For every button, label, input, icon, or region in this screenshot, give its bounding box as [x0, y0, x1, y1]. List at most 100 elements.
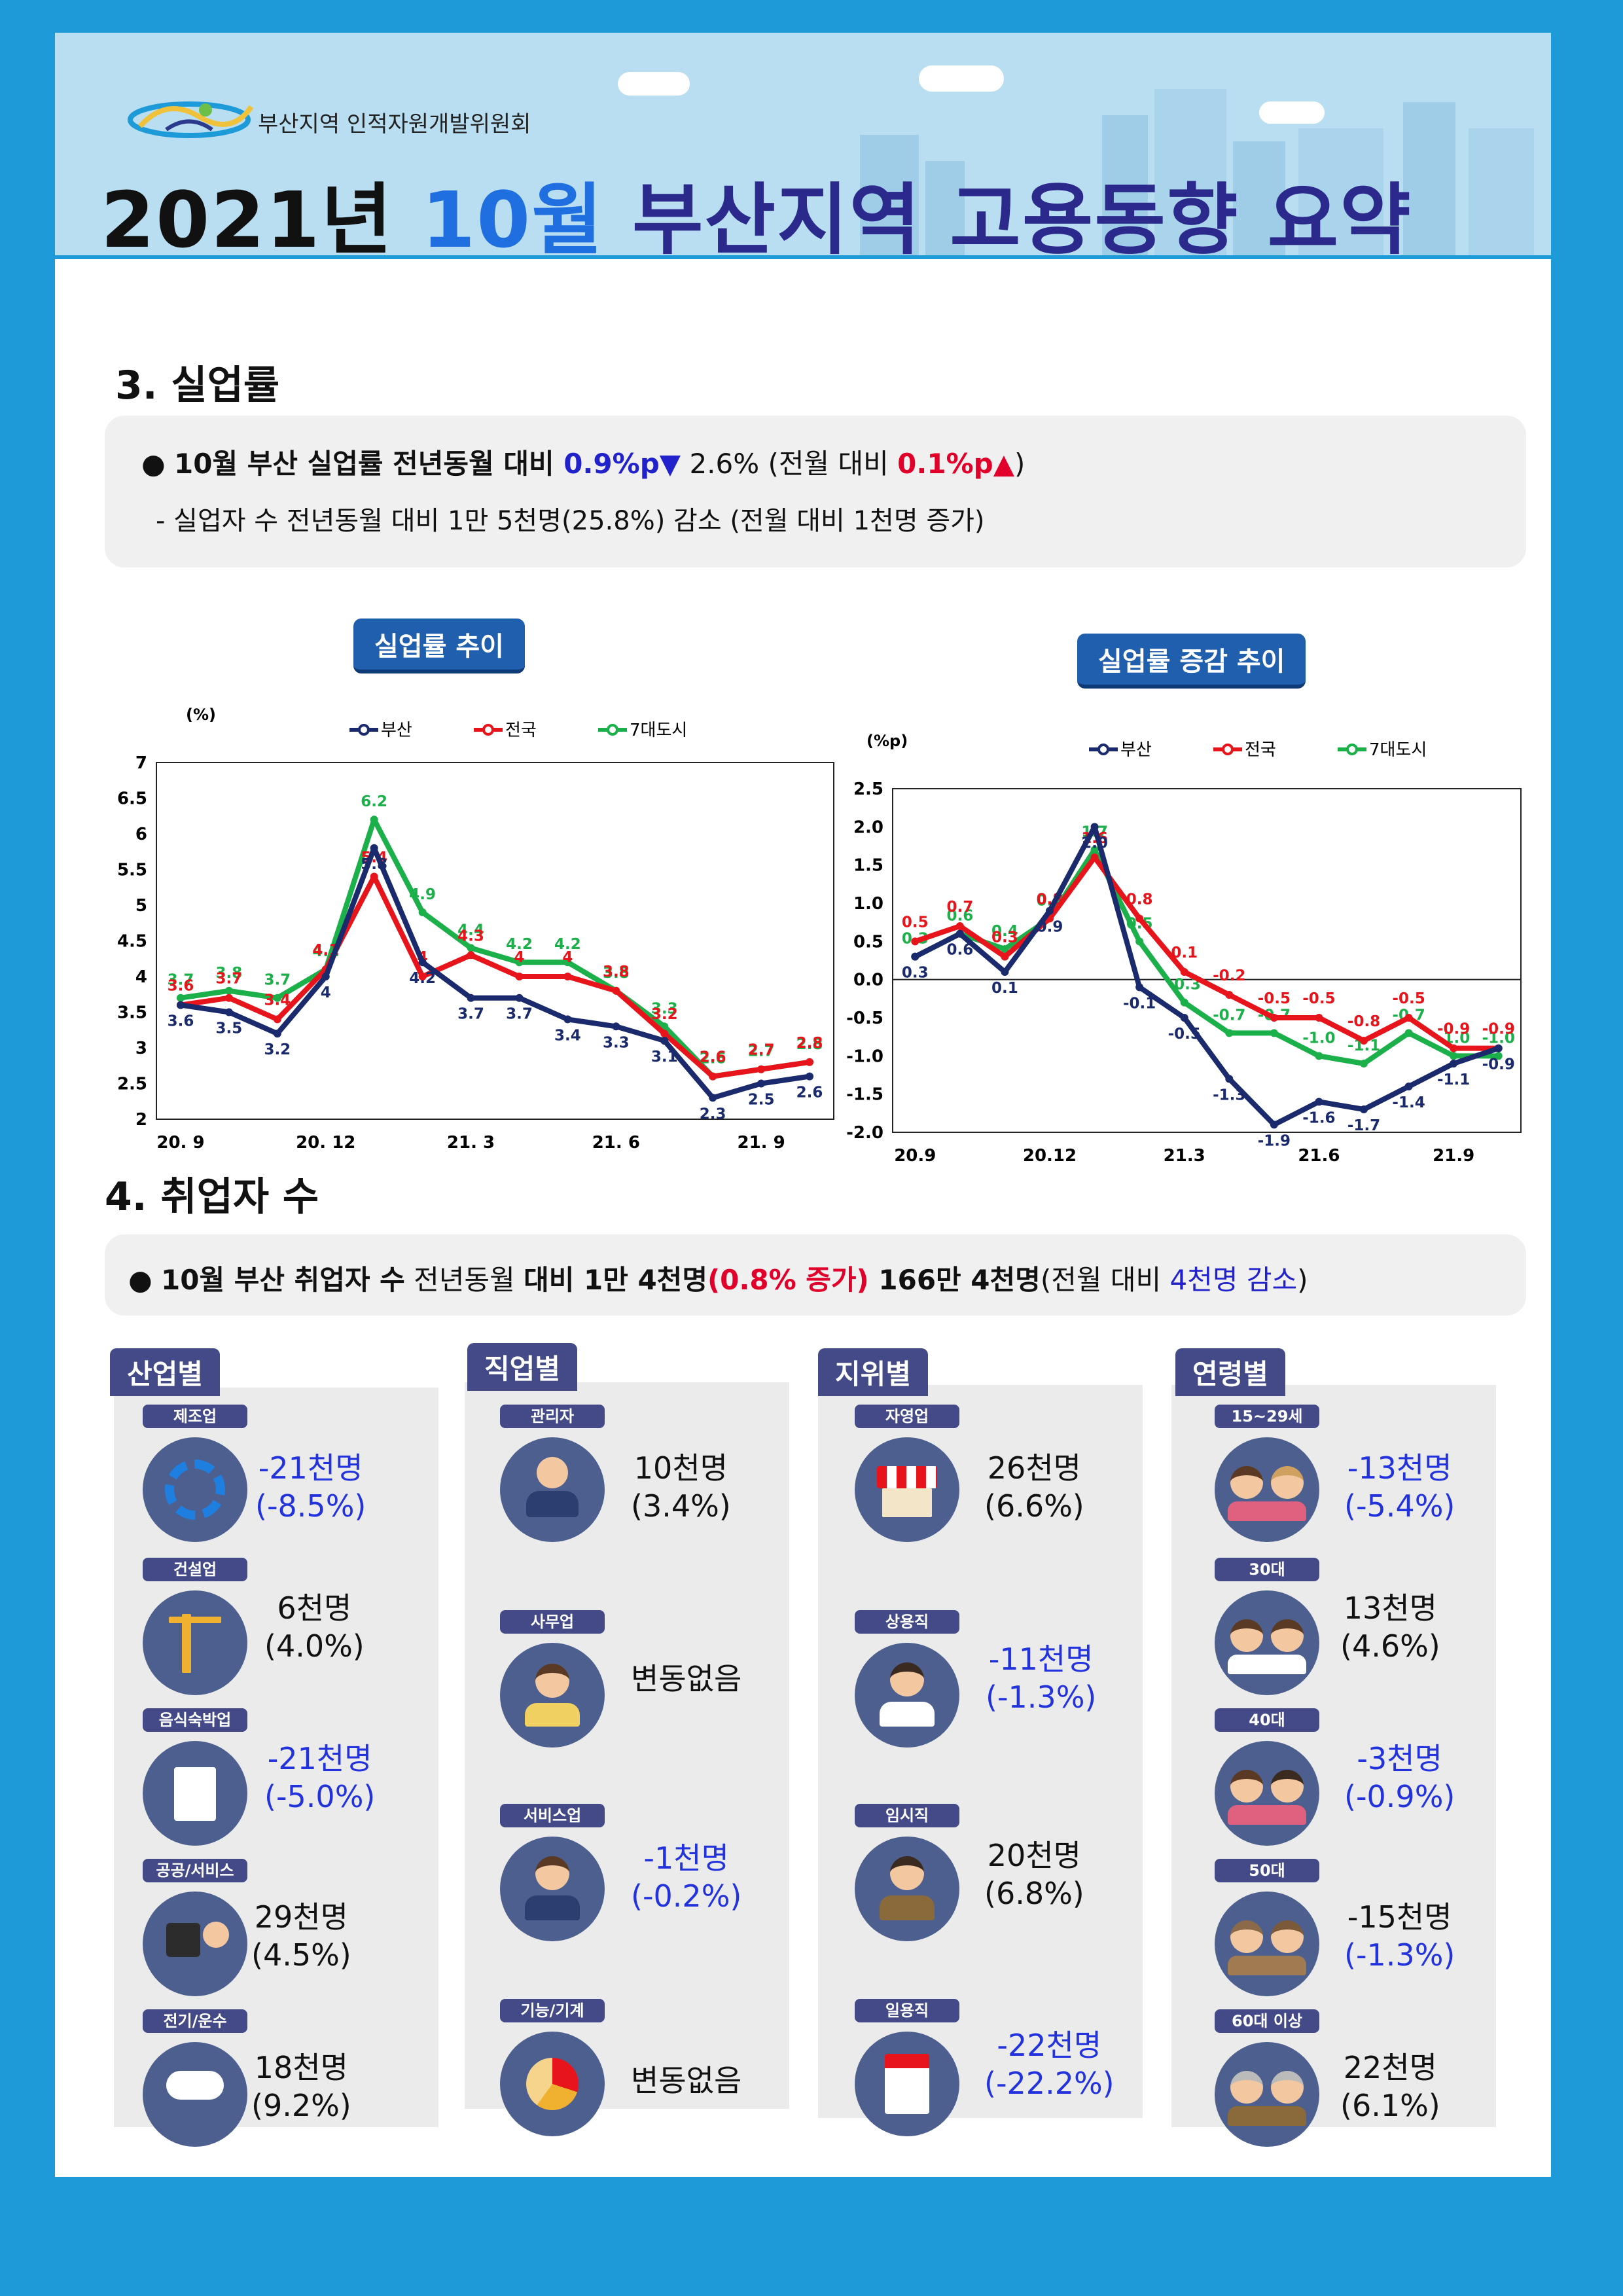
legend-label: 7대도시	[1369, 740, 1427, 760]
data-point	[563, 958, 572, 967]
label-public-service: 공공/서비스	[143, 1859, 247, 1882]
data-point	[1315, 1052, 1323, 1060]
legend-marker	[358, 724, 370, 736]
data-point	[273, 994, 281, 1002]
job-document-icon	[855, 2032, 959, 2136]
data-label: 5.8	[361, 856, 387, 873]
value-construction: 6천명 (4.0%)	[264, 1590, 365, 1664]
data-point	[176, 994, 185, 1002]
data-label: 0.5	[902, 914, 929, 931]
data-label: 3.7	[264, 972, 291, 989]
data-point	[370, 872, 378, 881]
data-label: -0.1	[1123, 995, 1156, 1012]
value-craft-machine: 변동없음	[631, 2063, 742, 2098]
y-tick-label: 6.5	[117, 789, 147, 809]
employment-summary-line: ● 10월 부산 취업자 수 전년동월 대비 1만 4천명(0.8% 증가) 1…	[128, 1264, 1308, 1296]
data-point	[224, 994, 233, 1002]
data-label: 4.2	[506, 936, 533, 953]
data-point	[1450, 1044, 1458, 1052]
data-point	[1180, 1014, 1188, 1022]
series-line	[914, 847, 1499, 1066]
data-label: 3.1	[651, 1049, 678, 1066]
label-electric-transport: 전기/운수	[143, 2009, 247, 2033]
data-label: -0.5	[1258, 990, 1291, 1007]
data-label: -1.0	[1302, 1030, 1335, 1047]
value-age-15-29: -13천명 (-5.4%)	[1344, 1450, 1455, 1524]
data-point	[1315, 1014, 1323, 1022]
data-point	[1270, 1029, 1278, 1037]
x-tick-label: 20. 9	[156, 1133, 204, 1153]
data-label: 2.7	[748, 1043, 775, 1060]
y-tick-label: -1.0	[846, 1047, 883, 1066]
section-4-title: 4. 취업자 수	[105, 1174, 319, 1220]
data-point	[612, 1022, 620, 1031]
legend-marker	[1222, 744, 1234, 755]
legend-label: 7대도시	[630, 721, 687, 740]
legend-marker	[1097, 744, 1109, 755]
service-worker-icon	[500, 1837, 605, 1941]
x-tick-label: 20.9	[894, 1146, 936, 1166]
fifties-couple-icon	[1215, 1892, 1319, 1996]
data-point	[1135, 937, 1144, 946]
unemployment-rate-chart: (%) 2 2.5 3 3.5 4 4.5 5 5.5 6 6.5 7 20. 9 20. 12 21. 3…	[117, 706, 834, 1153]
cloud-network-icon	[143, 2042, 247, 2147]
data-point	[1404, 1029, 1413, 1037]
data-label: 3.8	[603, 963, 630, 980]
y-tick-label: 2.5	[117, 1075, 147, 1094]
building-icon	[143, 1741, 247, 1846]
data-label: -0.9	[1437, 1021, 1470, 1038]
regular-worker-icon	[855, 1643, 959, 1748]
data-label: -0.8	[1347, 1013, 1380, 1030]
data-label: 3.7	[216, 971, 243, 988]
tag-occupation: 직업별	[467, 1343, 577, 1391]
y-tick-label: -0.5	[846, 1009, 883, 1028]
data-label: 3.6	[168, 1013, 194, 1030]
data-point	[467, 994, 475, 1002]
data-point	[1090, 823, 1099, 831]
data-point	[1180, 968, 1188, 976]
data-label: 3.3	[603, 1034, 630, 1051]
data-label: 3.5	[216, 1020, 243, 1037]
series-line	[180, 845, 810, 1101]
x-tick-label: 21. 6	[592, 1133, 640, 1153]
label-daily: 일용직	[855, 1999, 959, 2022]
series-line	[914, 855, 1499, 1051]
y-tick-label: 2.0	[853, 817, 883, 837]
tag-age: 연령별	[1175, 1348, 1285, 1396]
value-food-lodging: -21천명 (-5.0%)	[264, 1741, 376, 1814]
data-label: 3.7	[457, 1006, 484, 1023]
data-point	[955, 929, 964, 938]
shop-icon	[855, 1437, 959, 1542]
data-point	[1494, 1052, 1503, 1060]
data-point	[1404, 1014, 1413, 1022]
data-label: -0.9	[1482, 1056, 1515, 1073]
data-label: 3.8	[603, 965, 630, 982]
data-point	[1404, 1083, 1413, 1090]
value-clerical: 변동없음	[631, 1661, 742, 1696]
data-label: 0.6	[946, 942, 973, 959]
data-label: 0.6	[946, 908, 973, 925]
data-label: 2.6	[700, 1050, 726, 1067]
label-age-60-plus: 60대 이상	[1215, 2009, 1319, 2033]
y-tick-label: 2	[135, 1110, 147, 1130]
plot-area	[156, 762, 834, 1120]
value-age-60-plus: 22천명 (6.1%)	[1340, 2050, 1440, 2123]
x-tick-label: 20. 12	[296, 1133, 355, 1153]
data-point	[955, 922, 964, 930]
y-tick-label: 4	[135, 967, 147, 987]
y-tick-label: 3	[135, 1039, 147, 1058]
y-tick-label: -1.5	[846, 1085, 883, 1105]
y-axis-unit: (%p)	[866, 732, 908, 750]
label-regular: 상용직	[855, 1610, 959, 1634]
x-tick-label: 21.9	[1433, 1146, 1474, 1166]
seniors-couple-icon	[1215, 2042, 1319, 2147]
data-label: 4.9	[409, 886, 436, 903]
data-label: 2.0	[1081, 834, 1108, 852]
data-label: 3.4	[554, 1027, 581, 1044]
legend-marker	[1346, 744, 1358, 755]
data-point	[1360, 1105, 1368, 1113]
y-tick-label: 5.5	[117, 861, 147, 880]
data-label: -0.5	[1302, 990, 1335, 1007]
y-tick-label: 4.5	[117, 932, 147, 952]
y-tick-label: 2.5	[853, 780, 883, 799]
